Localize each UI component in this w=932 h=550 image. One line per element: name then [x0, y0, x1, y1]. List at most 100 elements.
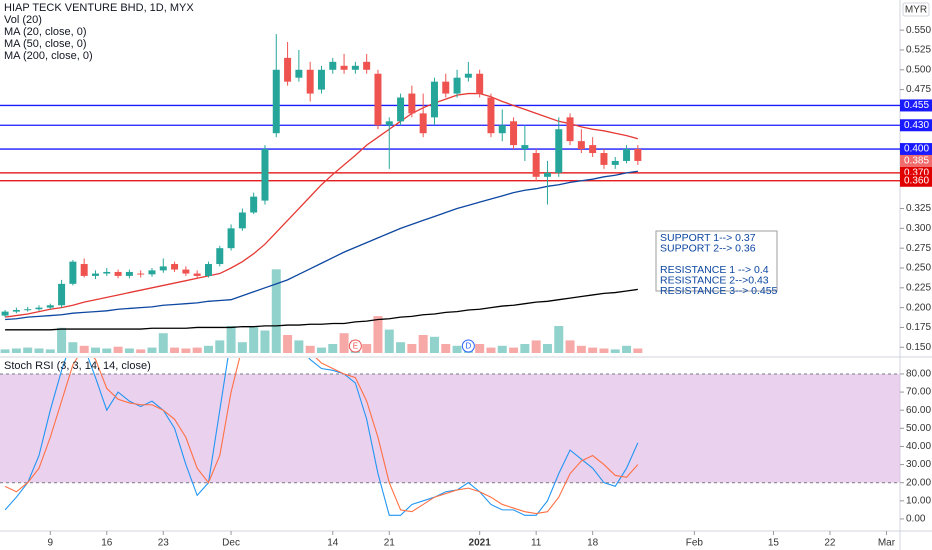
- annotation-box: [655, 230, 778, 292]
- x-tick-label: 2021: [469, 538, 492, 549]
- volume-bar: [294, 340, 304, 353]
- last-price-bg: [900, 154, 932, 167]
- volume-bar: [11, 348, 21, 353]
- volume-bar: [192, 347, 202, 353]
- y-tick-label: 0.475: [906, 84, 931, 95]
- rsi-pane: [0, 358, 900, 516]
- annotation-line: RESISTANCE 1 --> 0.4: [660, 264, 769, 276]
- ma-line: [5, 170, 638, 321]
- candle-body: [510, 121, 518, 146]
- candle-body: [261, 149, 269, 201]
- ma-line: [4, 92, 639, 318]
- rsi-title: Stoch RSI (3, 3, 14, 14, close): [4, 360, 151, 372]
- candle-body: [216, 248, 224, 265]
- volume-bar: [396, 342, 406, 353]
- candle-body: [374, 73, 382, 126]
- candle-body: [35, 307, 43, 310]
- candle-body: [103, 271, 111, 274]
- volume-bar: [23, 347, 33, 353]
- candle-body: [193, 273, 201, 276]
- level-label: 0.455: [904, 100, 929, 111]
- candle-body: [600, 153, 608, 165]
- volume-bar: [147, 347, 157, 353]
- candle-body: [272, 69, 280, 134]
- candle-body: [611, 160, 619, 165]
- candle-body: [476, 73, 484, 94]
- volume-bar: [0, 349, 10, 353]
- level-label: 0.430: [904, 120, 929, 131]
- y-tick-label: 0.200: [906, 302, 931, 313]
- volume-legend: Vol (20): [4, 14, 42, 26]
- volume-bar: [45, 349, 55, 353]
- candle-body: [566, 117, 574, 142]
- y-tick-label: 70.00: [906, 387, 931, 398]
- volume-bar: [181, 348, 191, 353]
- currency-box: [902, 2, 930, 17]
- candle-body: [589, 145, 597, 154]
- volume-bar: [576, 345, 586, 353]
- candle-body: [521, 145, 529, 150]
- candle-body: [114, 271, 122, 276]
- volume-bar: [260, 330, 270, 353]
- legend-entry: MA (200, close, 0): [4, 50, 93, 62]
- y-tick-label: 0.275: [906, 243, 931, 254]
- volume-bar: [339, 333, 349, 353]
- candle-body: [1, 311, 9, 316]
- y-tick-label: 0.325: [906, 203, 931, 214]
- volume-bar: [203, 345, 213, 353]
- volume-bar: [497, 345, 507, 353]
- level-label-bg: [900, 174, 932, 187]
- candle-body: [306, 69, 314, 94]
- volume-bar: [384, 329, 394, 353]
- x-tick-label: 21: [384, 538, 396, 549]
- volume-bar: [90, 347, 100, 353]
- candle-body: [464, 73, 472, 78]
- candle-body: [543, 172, 551, 177]
- candle-body: [577, 141, 585, 150]
- rsi-line: [4, 358, 639, 516]
- candle-body: [125, 271, 133, 276]
- volume-bar: [158, 333, 168, 353]
- candle-body: [58, 283, 66, 306]
- y-tick-label: 20.00: [906, 477, 931, 488]
- candle-body: [363, 61, 371, 70]
- volume-bar: [429, 336, 439, 353]
- candle-body: [12, 310, 20, 312]
- y-tick-label: 0.00: [906, 514, 926, 525]
- volume-bar: [554, 326, 564, 353]
- candle-body: [385, 121, 393, 126]
- candle-body: [442, 81, 450, 94]
- y-tick-label: 0.550: [906, 25, 931, 36]
- candle-body: [46, 305, 54, 308]
- volume-bar: [407, 344, 417, 353]
- candle-body: [329, 61, 337, 70]
- y-tick-label: 30.00: [906, 459, 931, 470]
- x-tick-label: Feb: [686, 538, 704, 549]
- x-tick-label: Mar: [878, 538, 896, 549]
- annotation-line: SUPPORT 1--> 0.37: [660, 232, 756, 244]
- x-tick-label: 22: [824, 538, 836, 549]
- ma-line: [5, 288, 638, 331]
- event-label: D: [465, 342, 471, 351]
- volume-bar: [588, 347, 598, 353]
- candle-body: [284, 57, 292, 82]
- y-tick-label: 40.00: [906, 441, 931, 452]
- y-tick-label: 80.00: [906, 369, 931, 380]
- volume-bar: [34, 348, 44, 353]
- volume-bar: [441, 344, 451, 353]
- annotation-line: SUPPORT 2--> 0.36: [660, 242, 756, 254]
- candle-body: [498, 125, 506, 134]
- candle-body: [340, 65, 348, 70]
- x-tick-label: 15: [768, 538, 780, 549]
- volume-bar: [305, 345, 315, 353]
- candle-body: [137, 273, 145, 275]
- x-tick-label: 14: [327, 538, 339, 549]
- y-tick-label: 50.00: [906, 423, 931, 434]
- candle-body: [91, 273, 99, 276]
- candle-body: [555, 129, 563, 173]
- y-tick-label: 0.175: [906, 322, 931, 333]
- candle-body: [69, 261, 77, 284]
- candle-body: [80, 264, 88, 276]
- candle-body: [204, 264, 212, 276]
